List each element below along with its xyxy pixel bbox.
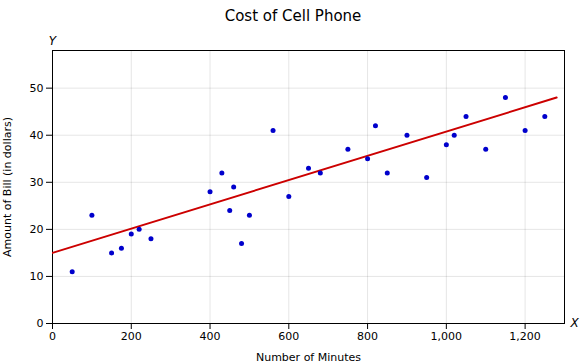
svg-text:600: 600 xyxy=(278,330,299,343)
svg-text:10: 10 xyxy=(30,270,44,283)
svg-text:X: X xyxy=(570,316,580,330)
svg-text:Amount of Bill (in dollars): Amount of Bill (in dollars) xyxy=(1,117,14,257)
svg-text:1,200: 1,200 xyxy=(509,330,541,343)
svg-text:200: 200 xyxy=(121,330,142,343)
svg-text:30: 30 xyxy=(30,176,44,189)
svg-text:40: 40 xyxy=(30,129,44,142)
svg-text:400: 400 xyxy=(200,330,221,343)
svg-text:0: 0 xyxy=(37,317,44,330)
svg-text:800: 800 xyxy=(357,330,378,343)
html-text:Cost of Cell Phone: Cost of Cell Phone xyxy=(224,7,362,25)
svg-text:50: 50 xyxy=(30,82,44,95)
svg-text:Y: Y xyxy=(49,34,58,48)
svg-text:1,000: 1,000 xyxy=(431,330,463,343)
svg-text:20: 20 xyxy=(30,223,44,236)
svg-text:0: 0 xyxy=(49,330,56,343)
svg-text:Number of Minutes: Number of Minutes xyxy=(256,351,361,363)
